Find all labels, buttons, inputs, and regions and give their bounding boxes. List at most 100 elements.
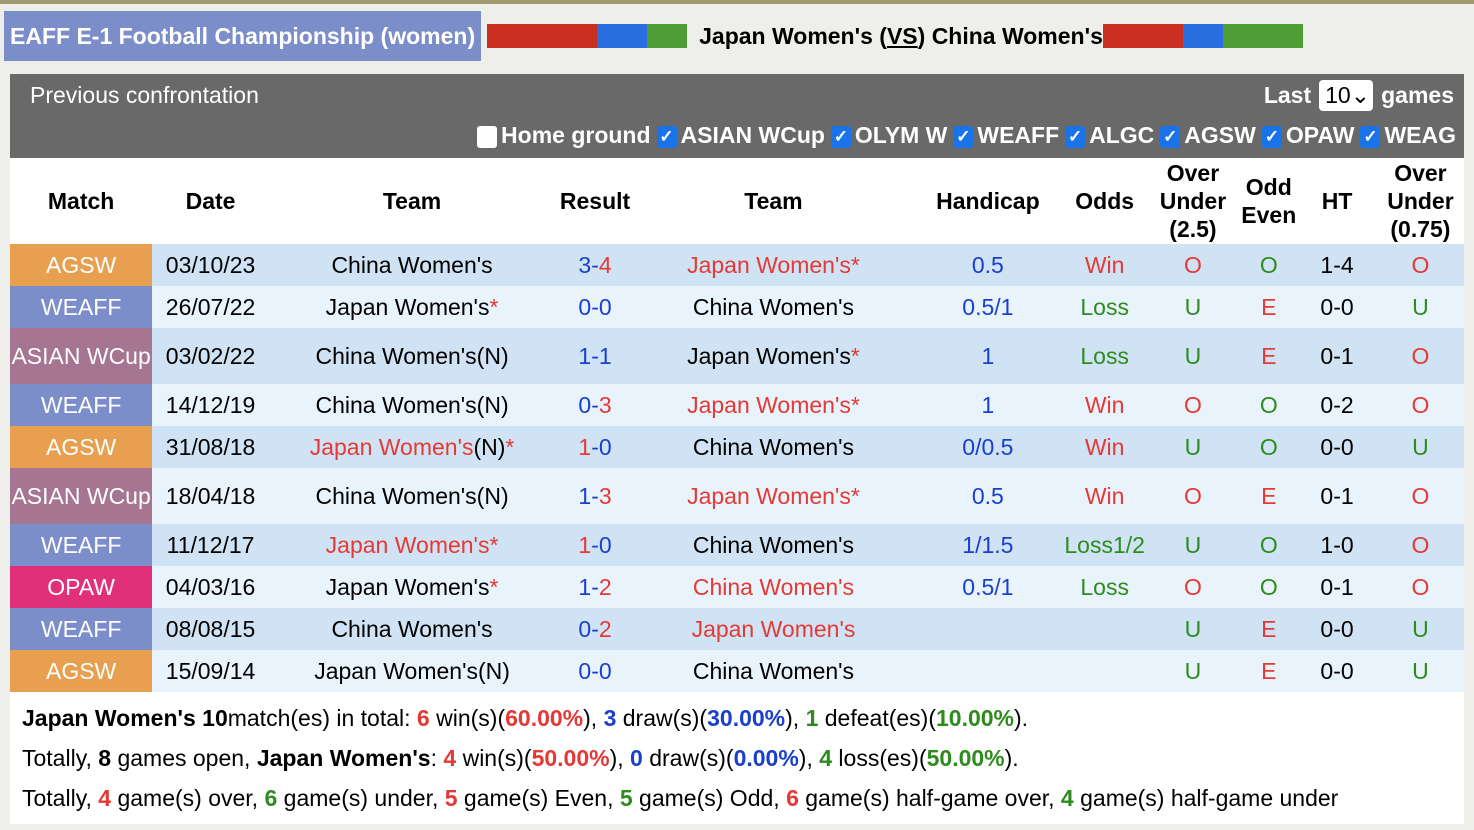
league-cell[interactable]: OPAW [10, 566, 153, 608]
filter-label: OLYM W [854, 122, 948, 148]
team-cell[interactable]: China Women's [634, 426, 913, 468]
filter-olym-w[interactable]: ✓ OLYM W [830, 122, 948, 149]
league-cell[interactable]: WEAFF [10, 608, 153, 650]
league-cell[interactable]: ASIAN WCup [10, 328, 153, 384]
column-header: Match [47, 188, 115, 214]
team-name: Japan Women's [687, 391, 851, 418]
team-cell[interactable]: China Women's [634, 566, 913, 608]
over-under-ht-cell: U [1376, 608, 1464, 650]
team-cell[interactable]: China Women's [268, 244, 556, 286]
table-row: WEAFF 26/07/22 Japan Women's* 0-0 China Wome… [10, 286, 1464, 328]
checkbox[interactable]: ✓ [1261, 125, 1282, 148]
vs-link[interactable]: VS [886, 22, 918, 49]
home-score: 0 [578, 293, 592, 320]
filter-weag[interactable]: ✓ WEAG [1360, 122, 1456, 149]
filter-opaw[interactable]: ✓ OPAW [1261, 122, 1354, 149]
checkbox[interactable]: ✓ [1160, 125, 1181, 148]
column-header: Over Under (0.75) [1387, 160, 1454, 242]
summary-text: game(s) Odd, [632, 785, 787, 811]
team-cell[interactable]: Japan Women's* [634, 328, 913, 384]
filter-label: ASIAN WCup [680, 122, 825, 148]
checkbox[interactable]: ✓ [1065, 125, 1086, 148]
team-cell[interactable]: Japan Women's* [268, 286, 556, 328]
score-sep: - [591, 251, 599, 278]
odds-cell [1063, 650, 1146, 692]
filter-asian-wcup[interactable]: ✓ ASIAN WCup [656, 122, 825, 149]
team-cell[interactable]: Japan Women's* [268, 566, 556, 608]
team-cell[interactable]: Japan Women's [634, 608, 913, 650]
team-cell[interactable]: China Women's(N) [268, 468, 556, 524]
home-score: 1 [578, 433, 592, 460]
summary-text: 4 [1060, 785, 1074, 811]
handicap-cell: 0.5/1 [912, 566, 1064, 608]
league-cell[interactable]: AGSW [10, 244, 153, 286]
ht-cell: 1-4 [1297, 244, 1377, 286]
date-cell: 04/03/16 [152, 566, 269, 608]
team-cell[interactable]: Japan Women's* [268, 524, 556, 566]
team-name: Japan Women's [325, 573, 490, 600]
confrontation-panel: Previous confrontation Last 10 ⌄ games Ho… [10, 74, 1464, 824]
result-cell: 1-1 [555, 328, 635, 384]
away-score: 2 [598, 615, 612, 642]
summary-text: 4 [98, 785, 112, 811]
team-name: Japan Women's [325, 531, 490, 558]
odds-cell: Loss [1063, 328, 1146, 384]
league-cell[interactable]: WEAFF [10, 384, 153, 426]
league-cell[interactable]: AGSW [10, 426, 153, 468]
league-cell[interactable]: ASIAN WCup [10, 468, 153, 524]
league-cell[interactable]: WEAFF [10, 286, 153, 328]
favorite-marker: * [850, 391, 860, 418]
team-cell[interactable]: Japan Women's* [634, 468, 913, 524]
form-bar [487, 24, 688, 48]
team-name: China Women's [692, 433, 855, 460]
summary-text: draw(s)( [642, 745, 734, 771]
team-cell[interactable]: China Women's(N) [268, 328, 556, 384]
team-cell[interactable]: China Women's [634, 650, 913, 692]
summary-text: 6 [786, 785, 799, 811]
games-count-select[interactable]: 10 ⌄ [1319, 80, 1374, 111]
team-cell[interactable]: Japan Women's* [634, 244, 913, 286]
team-cell[interactable]: China Women's [268, 608, 556, 650]
away-score: 3 [598, 391, 612, 418]
matches-table: Match Date Team Result Team Handicap Odds Over … [10, 158, 1464, 692]
summary-text: 5 [619, 785, 633, 811]
odd-even-cell: E [1240, 650, 1298, 692]
odd-even-cell: E [1240, 608, 1298, 650]
summary-text: 30.00% [707, 705, 786, 731]
column-header: Odd Even [1241, 174, 1297, 228]
team-cell[interactable]: Japan Women's(N)* [268, 426, 556, 468]
panel-title: Previous confrontation [30, 82, 259, 108]
odd-even-cell: E [1240, 286, 1298, 328]
summary-text: 5 [444, 785, 458, 811]
chevron-down-icon: ⌄ [1350, 82, 1370, 108]
league-cell[interactable]: WEAFF [10, 524, 153, 566]
score-sep: - [591, 433, 599, 460]
neutral-marker: (N) [473, 433, 506, 460]
over-under-cell: O [1145, 384, 1241, 426]
checkbox[interactable]: ✓ [830, 125, 851, 148]
team-cell[interactable]: Japan Women's(N) [268, 650, 556, 692]
checkbox[interactable] [477, 125, 498, 148]
checkbox[interactable]: ✓ [1360, 125, 1381, 148]
checkbox[interactable]: ✓ [656, 125, 677, 148]
filter-algc[interactable]: ✓ ALGC [1065, 122, 1154, 149]
league-title: EAFF E-1 Football Championship (women) [4, 11, 482, 61]
home-score: 0 [578, 615, 592, 642]
team-cell[interactable]: Japan Women's* [634, 384, 913, 426]
column-header: Date [185, 188, 236, 214]
filter-agsw[interactable]: ✓ AGSW [1160, 122, 1256, 149]
odd-even-cell: O [1240, 426, 1298, 468]
summary-text: 8 [98, 745, 112, 771]
filter-weaff[interactable]: ✓ WEAFF [953, 122, 1059, 149]
checkbox[interactable]: ✓ [953, 125, 974, 148]
team-cell[interactable]: China Women's(N) [268, 384, 556, 426]
team-cell[interactable]: China Women's [634, 286, 913, 328]
summary-text: 3 [603, 705, 617, 731]
filter-home-ground[interactable]: Home ground [477, 122, 651, 149]
league-cell[interactable]: AGSW [10, 650, 153, 692]
team-name: China Women's [331, 615, 493, 642]
summary-text: loss(es)( [832, 745, 927, 771]
result-cell: 0-0 [555, 286, 635, 328]
team-cell[interactable]: China Women's [634, 524, 913, 566]
team-name: Japan Women's [325, 293, 490, 320]
